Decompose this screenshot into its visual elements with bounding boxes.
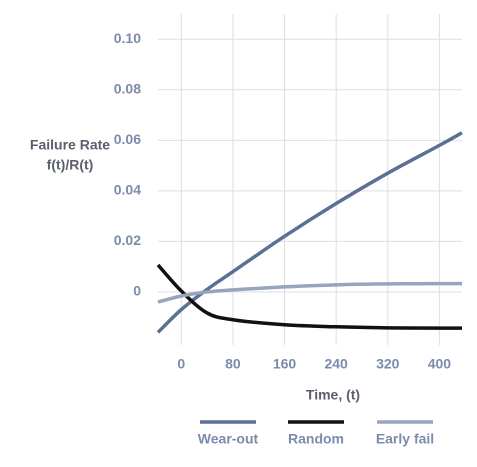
y-tick-label: 0.10 [114,30,141,46]
y-axis-label: Failure Rate [30,137,110,153]
y-tick-label: 0.06 [114,131,141,147]
x-tick-label: 80 [225,356,241,372]
series-line [156,263,463,330]
y-tick-label: 0 [133,283,141,299]
legend-label: Random [288,431,344,447]
series-line [157,281,463,304]
x-tick-label: 240 [324,356,348,372]
x-tick-label: 400 [428,356,452,372]
y-tick-label: 0.08 [114,81,141,97]
series-line [156,131,463,334]
y-tick-label: 0.04 [114,182,141,198]
x-axis-label: Time, (t) [306,387,360,403]
x-tick-label: 320 [376,356,400,372]
legend-label: Wear-out [198,431,259,447]
x-tick-label: 160 [273,356,297,372]
x-tick-label: 0 [177,356,185,372]
y-tick-label: 0.02 [114,232,141,248]
legend-label: Early fail [376,431,434,447]
y-axis-label: f(t)/R(t) [47,157,94,173]
